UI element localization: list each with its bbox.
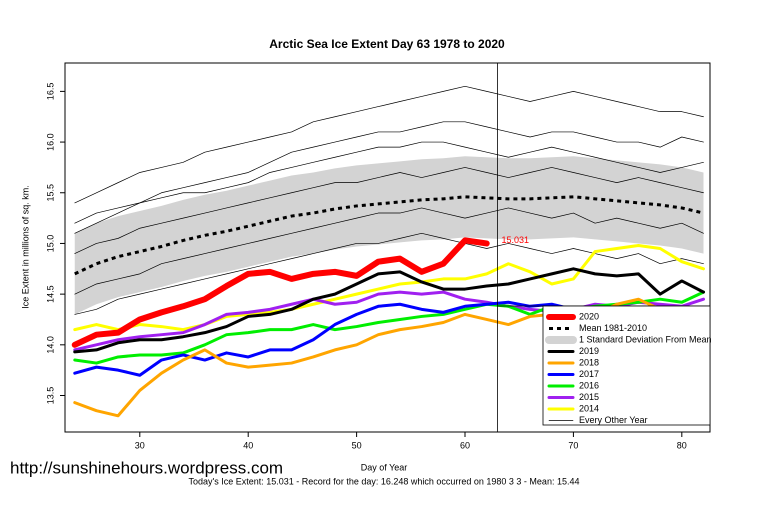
legend-label: Every Other Year xyxy=(579,415,648,425)
legend-label: 1 Standard Deviation From Mean xyxy=(579,334,712,344)
x-tick-label: 60 xyxy=(460,440,470,450)
x-tick-label: 70 xyxy=(568,440,578,450)
series-line xyxy=(73,243,705,332)
legend-label: 2018 xyxy=(579,357,599,367)
x-tick-label: 50 xyxy=(352,440,362,450)
chart-title: Arctic Sea Ice Extent Day 63 1978 to 202… xyxy=(269,37,505,51)
legend-label: 2019 xyxy=(579,346,599,356)
other-year-line xyxy=(74,167,704,254)
other-year-line xyxy=(74,141,704,224)
x-tick-label: 40 xyxy=(243,440,253,450)
y-tick-label: 14.0 xyxy=(45,336,55,354)
plot-frame xyxy=(64,62,711,433)
legend-box xyxy=(542,305,711,426)
y-axis-label: Ice Extent in millions of sq. km. xyxy=(20,185,30,309)
series-line xyxy=(73,267,705,354)
legend-label: 2014 xyxy=(579,403,599,413)
other-year-line xyxy=(74,85,704,204)
annotation: 15.031 xyxy=(502,235,530,245)
y-tick-label: 16.5 xyxy=(45,83,55,101)
y-tick-label: 13.5 xyxy=(45,387,55,405)
x-axis-label: Day of Year xyxy=(361,462,408,472)
other-year-line xyxy=(74,207,704,295)
legend-label: 2016 xyxy=(579,380,599,390)
y-tick-label: 15.5 xyxy=(45,184,55,202)
other-year-line xyxy=(74,121,704,234)
legend-label: Mean 1981-2010 xyxy=(579,323,647,333)
y-tick-label: 16.0 xyxy=(45,133,55,151)
legend-label: 2020 xyxy=(579,311,599,321)
std-band xyxy=(74,156,704,315)
y-tick-label: 14.5 xyxy=(45,285,55,303)
y-tick-label: 15.0 xyxy=(45,235,55,253)
mean-line xyxy=(74,195,704,276)
footer: Today's Ice Extent: 15.031 - Record for … xyxy=(189,476,580,486)
legend-label: 2015 xyxy=(579,392,599,402)
watermark: http://sunshinehours.wordpress.com xyxy=(10,458,283,477)
legend-label: 2017 xyxy=(579,369,599,379)
x-tick-label: 30 xyxy=(135,440,145,450)
series-line xyxy=(71,237,490,348)
x-tick-label: 80 xyxy=(677,440,687,450)
other-year-line xyxy=(74,232,704,315)
